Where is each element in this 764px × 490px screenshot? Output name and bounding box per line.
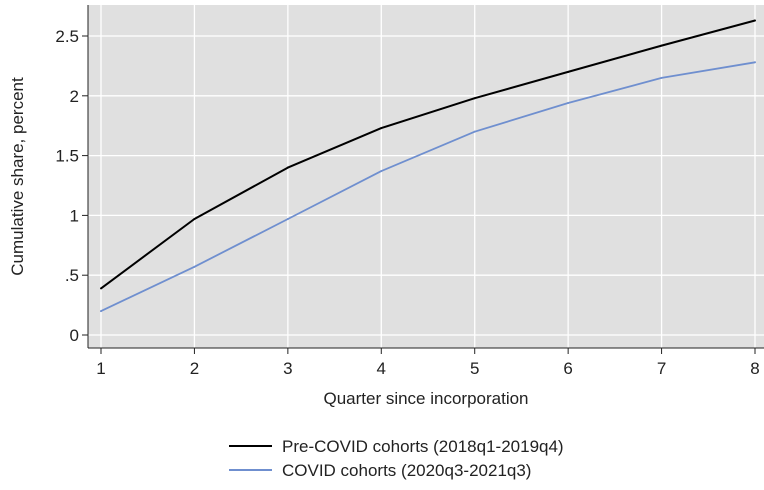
series-0-point [754,19,756,22]
y-tick-label: 0 [70,326,79,345]
x-tick-label: 6 [563,359,572,378]
x-tick-label: 5 [470,359,479,378]
series-1-point [286,217,289,220]
series-1-point [193,265,196,268]
series-0-point [193,217,196,220]
series-1-point [660,76,663,79]
x-tick-label: 2 [190,359,199,378]
y-tick-label: 2 [70,87,79,106]
x-axis: 1 2 3 4 5 6 7 8 [88,347,764,378]
legend: Pre-COVID cohorts (2018q1-2019q4) COVID … [229,437,564,480]
series-1-point [567,101,570,104]
series-0-point [660,44,663,47]
series-0-point [286,166,289,169]
x-tick-label: 8 [750,359,759,378]
y-axis-title: Cumulative share, percent [8,77,27,276]
y-tick-label: 1.5 [55,147,79,166]
y-axis: 0 .5 1 1.5 2 2.5 [55,5,89,348]
series-0-point [567,70,570,73]
legend-label-covid: COVID cohorts (2020q3-2021q3) [282,461,531,480]
y-tick-label: 2.5 [55,27,79,46]
x-axis-title: Quarter since incorporation [323,389,528,408]
series-lines [100,19,756,313]
series-1-point [473,130,476,133]
x-gridlines [100,5,756,348]
y-tick-label: 1 [70,206,79,225]
legend-label-pre-covid: Pre-COVID cohorts (2018q1-2019q4) [282,437,564,456]
x-tick-label: 7 [657,359,666,378]
x-tick-label: 1 [96,359,105,378]
x-tick-label: 4 [377,359,386,378]
series-0-point [380,127,383,130]
series-line-0 [100,19,756,290]
series-1-point [754,61,756,64]
series-line-1 [100,61,756,312]
series-0-point [473,97,476,100]
x-tick-label: 3 [283,359,292,378]
series-0-point [100,287,102,290]
plot-area [88,5,764,348]
series-1-point [380,170,383,173]
y-tick-label: .5 [65,266,79,285]
series-1-point [100,310,102,313]
